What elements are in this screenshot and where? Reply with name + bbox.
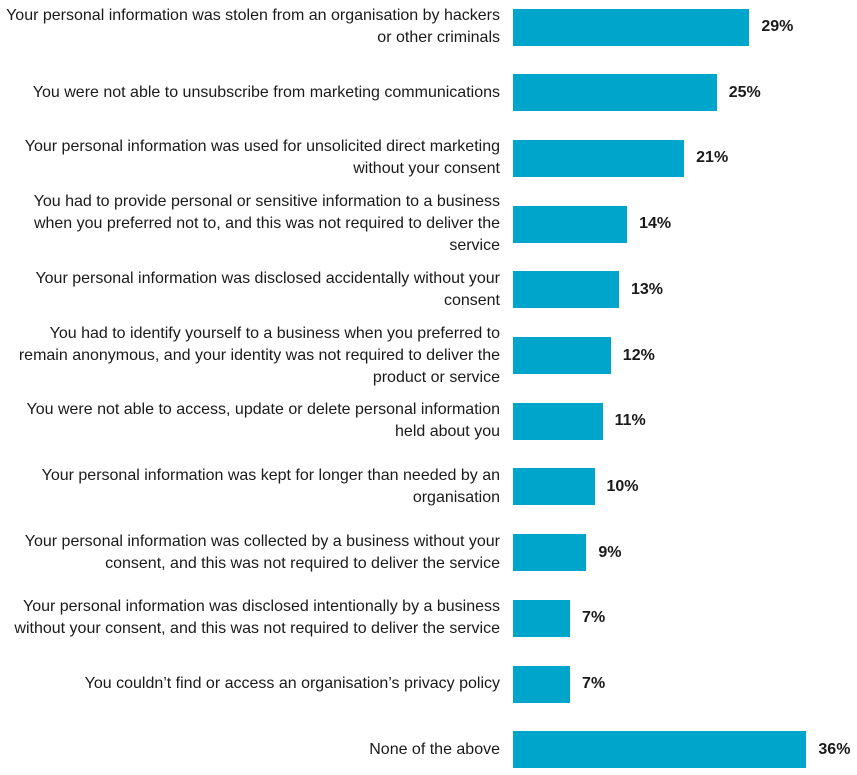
bar — [513, 8, 750, 46]
category-label: Your personal information was disclosed … — [35, 269, 500, 309]
category-label: Your personal information was stolen fro… — [6, 7, 500, 46]
value-label: 25% — [728, 83, 761, 101]
category-label: You were not able to unsubscribe from ma… — [32, 83, 500, 101]
category-label: You had to identify yourself to a busine… — [18, 324, 500, 386]
category-label: You had to provide personal or sensitive… — [33, 193, 500, 255]
bar — [513, 271, 619, 309]
category-label: Your personal information was kept for l… — [41, 466, 500, 506]
category-label: Your personal information was disclosed … — [14, 598, 500, 638]
category-label: You were not able to access, update or d… — [26, 401, 501, 441]
bar — [513, 205, 628, 243]
value-label: 21% — [696, 149, 729, 167]
bar — [513, 74, 717, 112]
bar — [513, 599, 571, 637]
value-label: 10% — [606, 477, 639, 495]
category-label: None of the above — [369, 740, 500, 758]
value-label: 29% — [761, 18, 794, 35]
bar — [513, 665, 571, 703]
value-label: 13% — [630, 280, 663, 298]
value-label: 7% — [582, 675, 606, 692]
category-label: Your personal information was used for u… — [24, 138, 500, 178]
bar — [513, 731, 807, 769]
value-label: 36% — [818, 740, 851, 758]
bar — [513, 139, 685, 177]
value-label: 9% — [598, 543, 622, 561]
bar — [513, 468, 595, 506]
value-label: 7% — [582, 609, 606, 627]
value-label: 14% — [639, 215, 672, 233]
value-label: 11% — [614, 412, 646, 430]
bar — [513, 402, 603, 440]
category-label: You couldn’t find or access an organisat… — [84, 675, 500, 692]
value-label: 12% — [622, 346, 655, 364]
bar — [513, 337, 611, 374]
category-label: Your personal information was collected … — [24, 532, 500, 572]
bar — [513, 534, 587, 572]
